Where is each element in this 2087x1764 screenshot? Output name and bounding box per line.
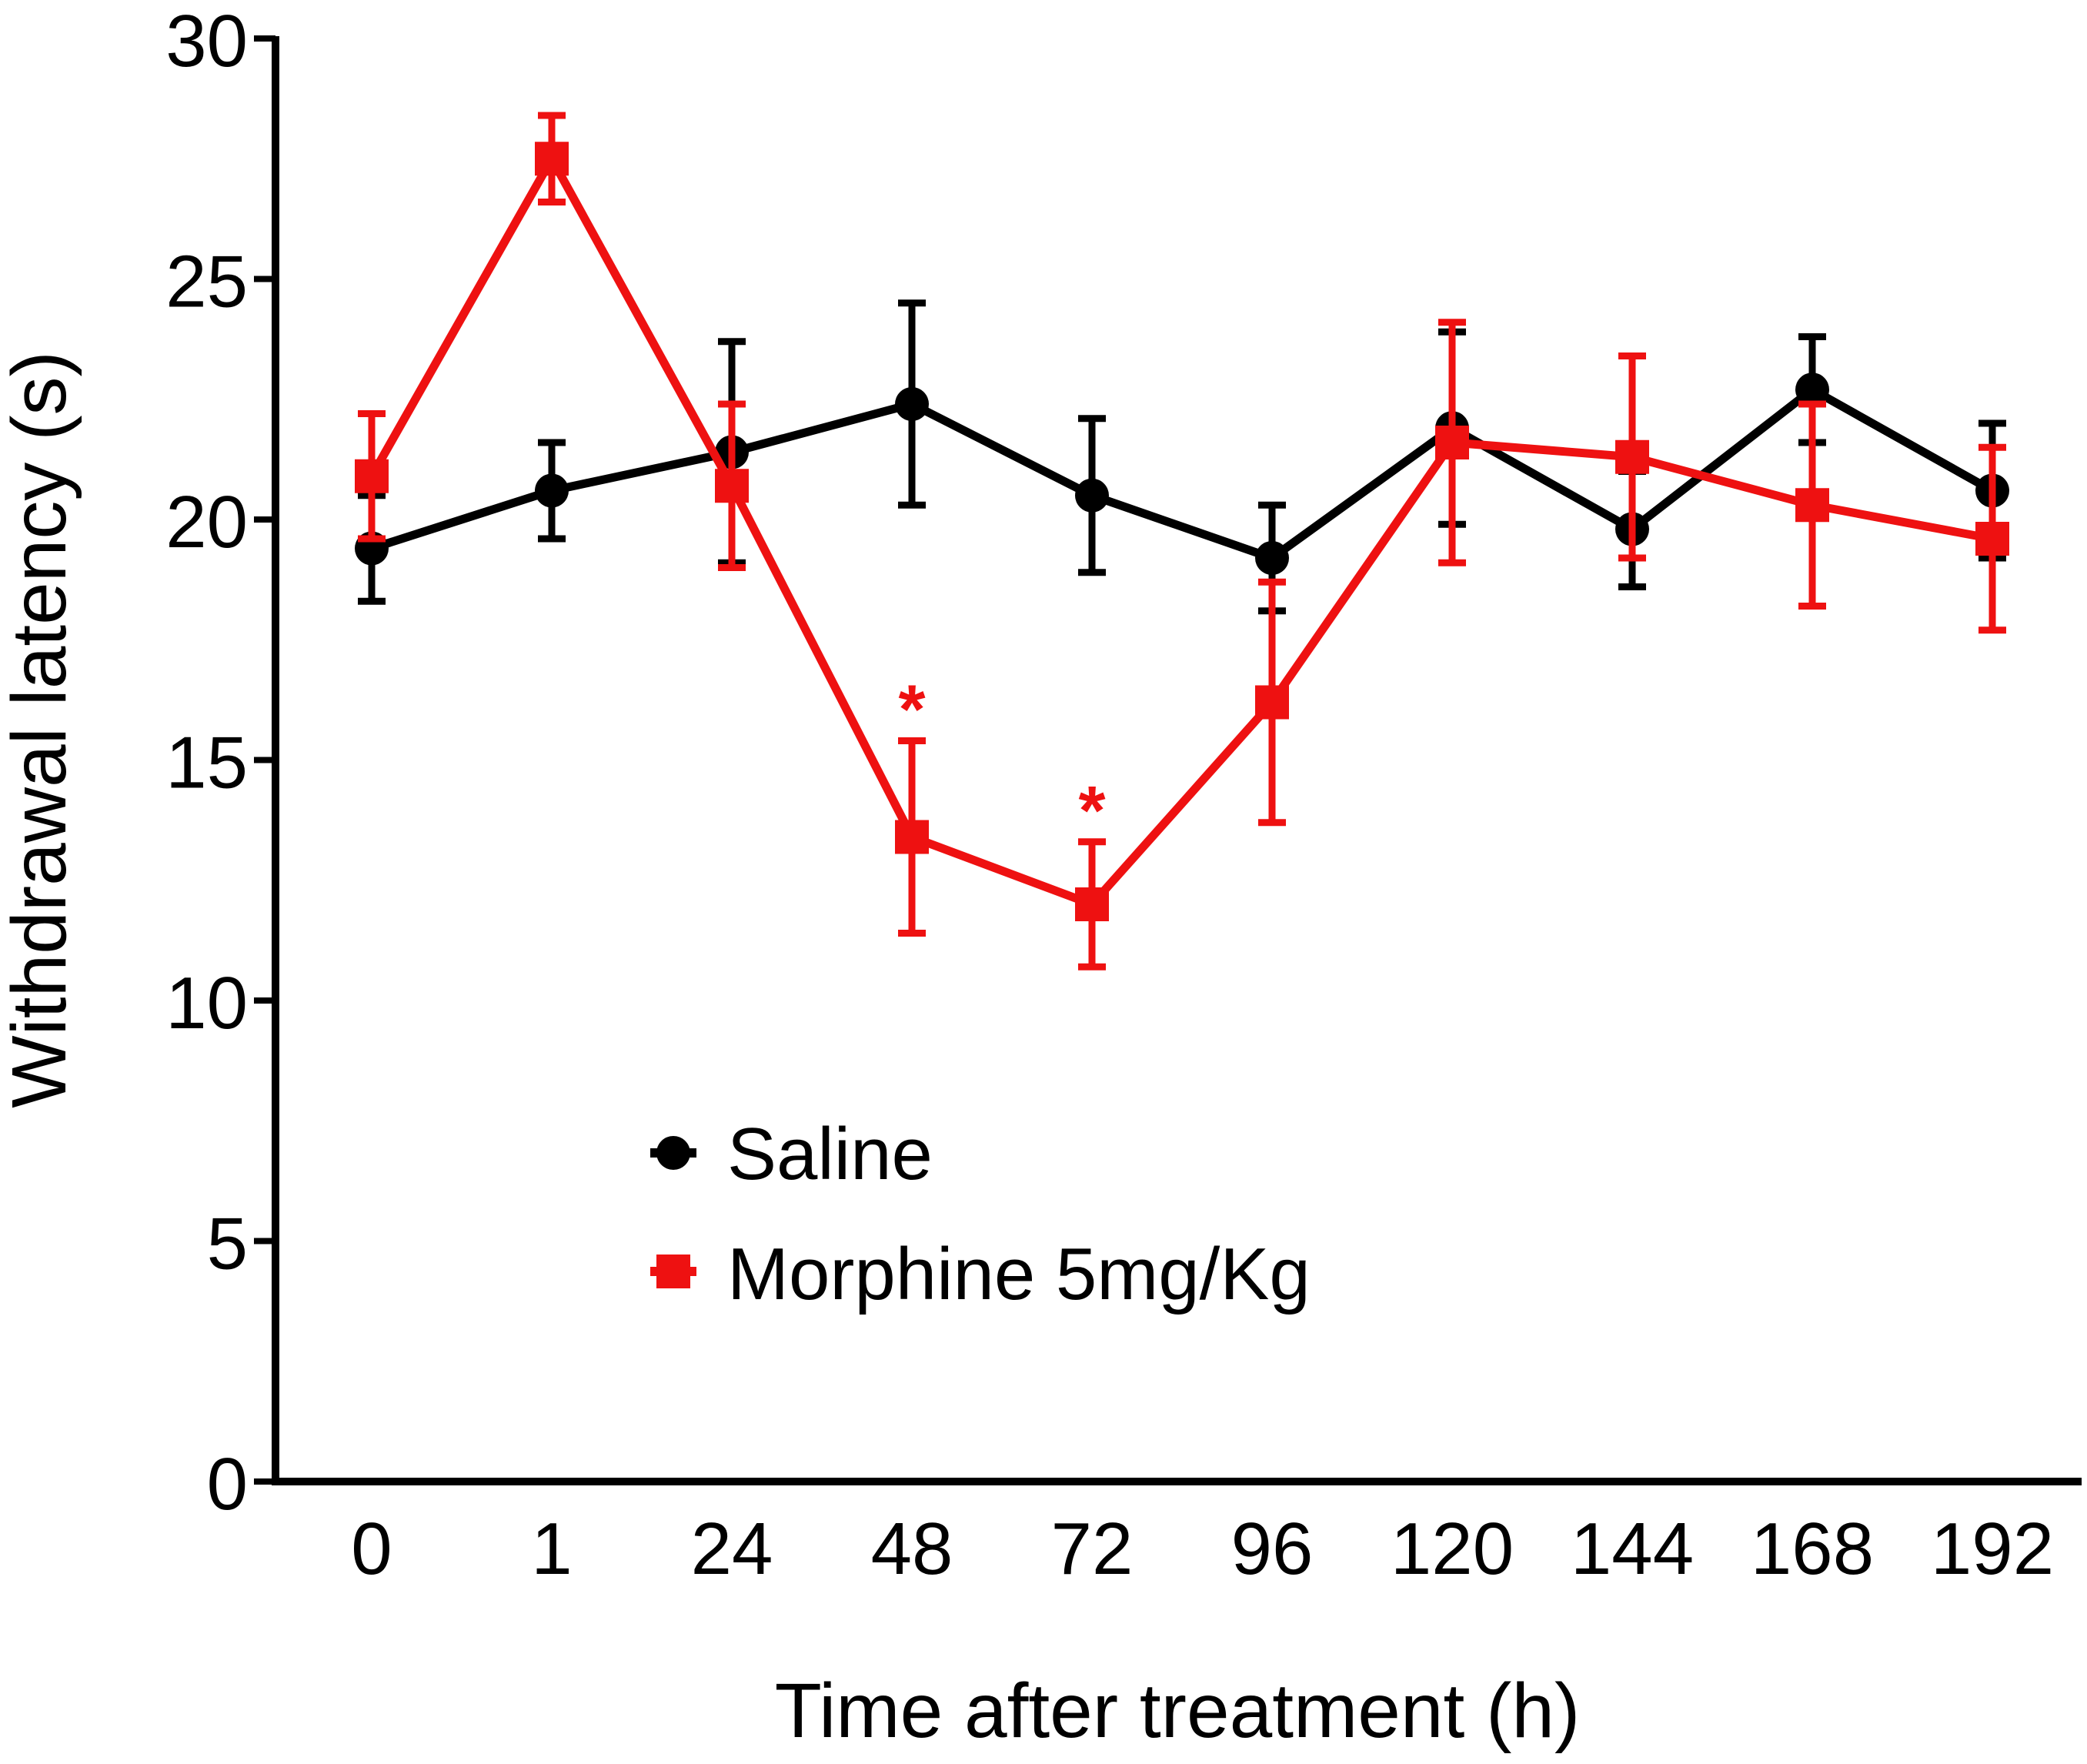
data-point	[1615, 439, 1649, 474]
y-tick-label-10: 10	[165, 962, 248, 1044]
annotation-layer: **	[898, 672, 1105, 850]
data-point	[1075, 478, 1109, 513]
data-point	[1255, 685, 1289, 720]
y-tick-label-25: 25	[165, 241, 248, 323]
y-tick-label-5: 5	[207, 1203, 248, 1285]
data-point	[1795, 488, 1829, 523]
significance-annotation: *	[898, 672, 925, 749]
x-tick-label-120: 120	[1391, 1508, 1514, 1590]
x-tick-label-1: 1	[531, 1508, 572, 1590]
x-axis: 0 1 24 48 72 96 120 144 168 192	[272, 1478, 2082, 1590]
x-tick-label-144: 144	[1571, 1508, 1694, 1590]
data-point	[715, 469, 749, 503]
y-tick-label-30: 30	[165, 0, 248, 82]
data-point	[355, 459, 389, 493]
x-tick-label-168: 168	[1751, 1508, 1874, 1590]
x-tick-label-72: 72	[1051, 1508, 1134, 1590]
series-layer	[355, 112, 2009, 971]
legend-item-morphine: Morphine 5mg/Kg	[650, 1233, 1311, 1315]
series-line	[368, 154, 1994, 909]
series-line	[370, 385, 1995, 563]
data-point	[1435, 426, 1469, 459]
x-tick-label-0: 0	[351, 1508, 392, 1590]
data-point	[1795, 373, 1829, 407]
y-axis: 0 5 10 15 20 25 30	[165, 0, 279, 1525]
y-axis-label: Withdrawal latency (s)	[0, 351, 82, 1108]
legend-morphine-label: Morphine 5mg/Kg	[727, 1233, 1311, 1315]
data-point	[1975, 522, 2009, 556]
series-morphine	[355, 112, 2009, 971]
x-tick-label-192: 192	[1931, 1508, 2054, 1590]
data-point	[535, 142, 569, 176]
x-tick-label-24: 24	[691, 1508, 773, 1590]
data-point	[1255, 541, 1289, 575]
significance-annotation: *	[1078, 773, 1105, 850]
data-point	[895, 387, 929, 421]
series-saline	[355, 299, 2009, 615]
y-tick-label-20: 20	[165, 481, 248, 563]
legend: Saline Morphine 5mg/Kg	[650, 1113, 1311, 1315]
data-point	[535, 473, 569, 508]
legend-morphine-marker	[656, 1255, 690, 1288]
y-tick-label-15: 15	[165, 722, 248, 804]
legend-saline-marker	[656, 1136, 690, 1170]
data-point	[895, 820, 929, 854]
data-point	[1075, 887, 1109, 921]
x-axis-label: Time after treatment (h)	[775, 1668, 1581, 1754]
y-tick-label-0: 0	[207, 1443, 248, 1525]
x-tick-label-96: 96	[1231, 1508, 1314, 1590]
legend-saline-label: Saline	[727, 1113, 933, 1195]
x-tick-label-48: 48	[871, 1508, 953, 1590]
legend-item-saline: Saline	[650, 1113, 933, 1195]
